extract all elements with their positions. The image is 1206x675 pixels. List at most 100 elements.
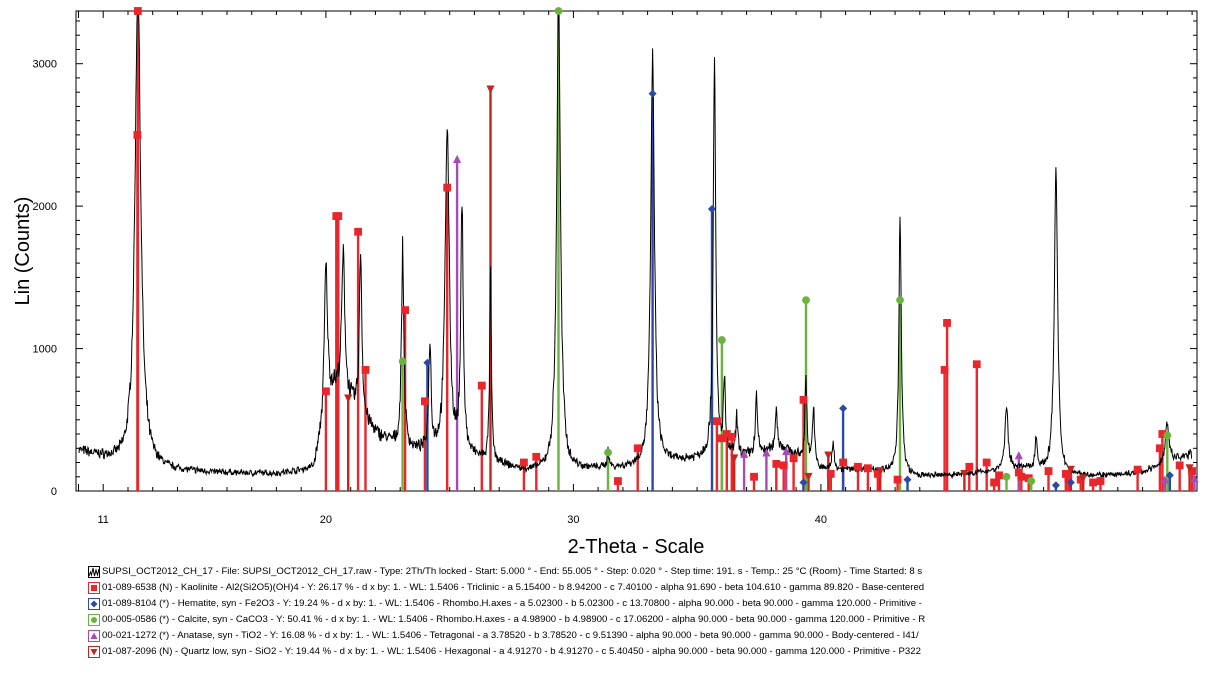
stick-marker [604, 448, 612, 457]
phase-marker-icon [88, 614, 100, 626]
stick-marker [839, 404, 848, 413]
stick-marker [401, 306, 410, 315]
stick-marker [876, 467, 885, 476]
legend-row: SUPSI_OCT2012_CH_17 - File: SUPSI_OCT201… [88, 564, 1200, 580]
stick-marker [799, 395, 808, 404]
stick-marker [1175, 461, 1184, 470]
stick-marker [477, 381, 486, 390]
xrd-chart: 11 20 30 40 0 1000 2000 3000 2-Theta - Scale L… [12, 7, 1199, 558]
stick-marker [334, 212, 343, 221]
legend-row: 00-005-0586 (*) - Calcite, syn - CaCO3 -… [88, 612, 1200, 628]
x-tick-labels: 11 20 30 40 [97, 514, 827, 526]
stick-marker [1133, 465, 1142, 474]
stick-marker [982, 458, 991, 467]
y-tick-label: 3000 [33, 59, 57, 71]
legend-row: 01-087-2096 (N) - Quartz low, syn - SiO2… [88, 644, 1200, 660]
stick-marker [804, 472, 813, 482]
stick-marker [943, 319, 951, 327]
legend-text: 01-089-6538 (N) - Kaolinite - Al2(Si2O5)… [102, 582, 925, 593]
stick-marker [532, 452, 541, 461]
stick-marker [903, 475, 912, 484]
stick-marker [344, 394, 353, 403]
stick-marker [1044, 467, 1053, 475]
legend-text: 00-021-1272 (*) - Anatase, syn - TiO2 - … [102, 630, 919, 641]
stick-marker [398, 357, 407, 366]
stick-marker [1066, 478, 1075, 487]
stick-marker [896, 296, 904, 305]
stick-marker [772, 460, 781, 468]
stick-marker [839, 458, 848, 467]
stick-marker [717, 336, 726, 344]
stick-marker [1089, 478, 1097, 487]
stick-marker [423, 358, 432, 367]
stick-marker [648, 89, 657, 98]
stick-marker [789, 454, 798, 463]
stick-marker [779, 461, 788, 470]
stick-marker [740, 449, 749, 458]
stick-marker [1079, 474, 1088, 483]
stick-marker [960, 470, 969, 479]
stick-marker [965, 462, 974, 471]
plot-frame [75, 10, 1198, 492]
stick-marker [133, 131, 142, 139]
legend-row: 00-021-1272 (*) - Anatase, syn - TiO2 - … [88, 628, 1200, 644]
stick-marker [1017, 472, 1026, 481]
stick-marker [826, 470, 835, 478]
stick-marker [486, 85, 495, 94]
stick-marker [322, 387, 330, 396]
legend-text: 01-089-8104 (*) - Hematite, syn - Fe2O3 … [102, 598, 922, 609]
stick-marker [361, 366, 370, 374]
stick-marker [707, 204, 717, 214]
legend-text: 00-005-0586 (*) - Calcite, syn - CaCO3 -… [102, 614, 926, 625]
stick-marker [1155, 444, 1164, 453]
stick-marker [727, 432, 736, 441]
phase-marker-icon [88, 598, 100, 610]
stick-marker [1160, 475, 1169, 484]
stick-marker [554, 7, 563, 15]
y-tick-label: 1000 [33, 344, 57, 356]
legend-text: SUPSI_OCT2012_CH_17 - File: SUPSI_OCT201… [102, 566, 923, 577]
phase-marker-icon [88, 582, 100, 594]
stick-marker [1027, 477, 1036, 485]
stick-marker [799, 478, 808, 487]
stick-marker [633, 444, 642, 453]
stick-marker [421, 397, 429, 406]
y-tick-label: 2000 [33, 201, 57, 213]
stick-marker [750, 472, 758, 481]
stick-marker [717, 434, 726, 443]
stick-marker [354, 227, 363, 236]
x-tick-label: 11 [97, 514, 108, 526]
y-axis-title: Lin (Counts) [12, 197, 34, 306]
stick-marker [1163, 431, 1172, 440]
phase-marker-icon [88, 646, 100, 658]
legend-row: 01-089-8104 (*) - Hematite, syn - Fe2O3 … [88, 596, 1200, 612]
x-axis-title: 2-Theta - Scale [568, 536, 705, 558]
stick-marker [863, 464, 872, 473]
y-tick-label: 0 [51, 486, 57, 498]
stick-marker [713, 417, 721, 426]
x-tick-label: 30 [567, 514, 579, 526]
stick-marker [453, 154, 462, 164]
stick-marker [730, 454, 739, 463]
stick-marker [1014, 451, 1023, 460]
stick-marker [1066, 465, 1075, 474]
stick-marker [782, 446, 791, 456]
stick-marker [940, 366, 949, 374]
stick-markers [133, 7, 1199, 490]
stick-marker [133, 7, 142, 15]
legend-row: 01-089-6538 (N) - Kaolinite - Al2(Si2O5)… [88, 580, 1200, 596]
stick-marker [1165, 471, 1174, 480]
legend: SUPSI_OCT2012_CH_17 - File: SUPSI_OCT201… [88, 564, 1200, 660]
x-tick-label: 40 [815, 514, 827, 526]
stick-marker [762, 448, 771, 457]
stick-marker [443, 183, 452, 192]
stick-marker [972, 360, 981, 369]
phase-marker-icon [88, 630, 100, 642]
stick-marker [1190, 473, 1199, 483]
stick-marker [1051, 481, 1060, 490]
stick-marker [990, 478, 998, 487]
stick-marker [802, 296, 810, 305]
diffraction-trace [78, 10, 1193, 480]
stick-marker [1096, 477, 1105, 485]
stick-marker [520, 458, 528, 467]
